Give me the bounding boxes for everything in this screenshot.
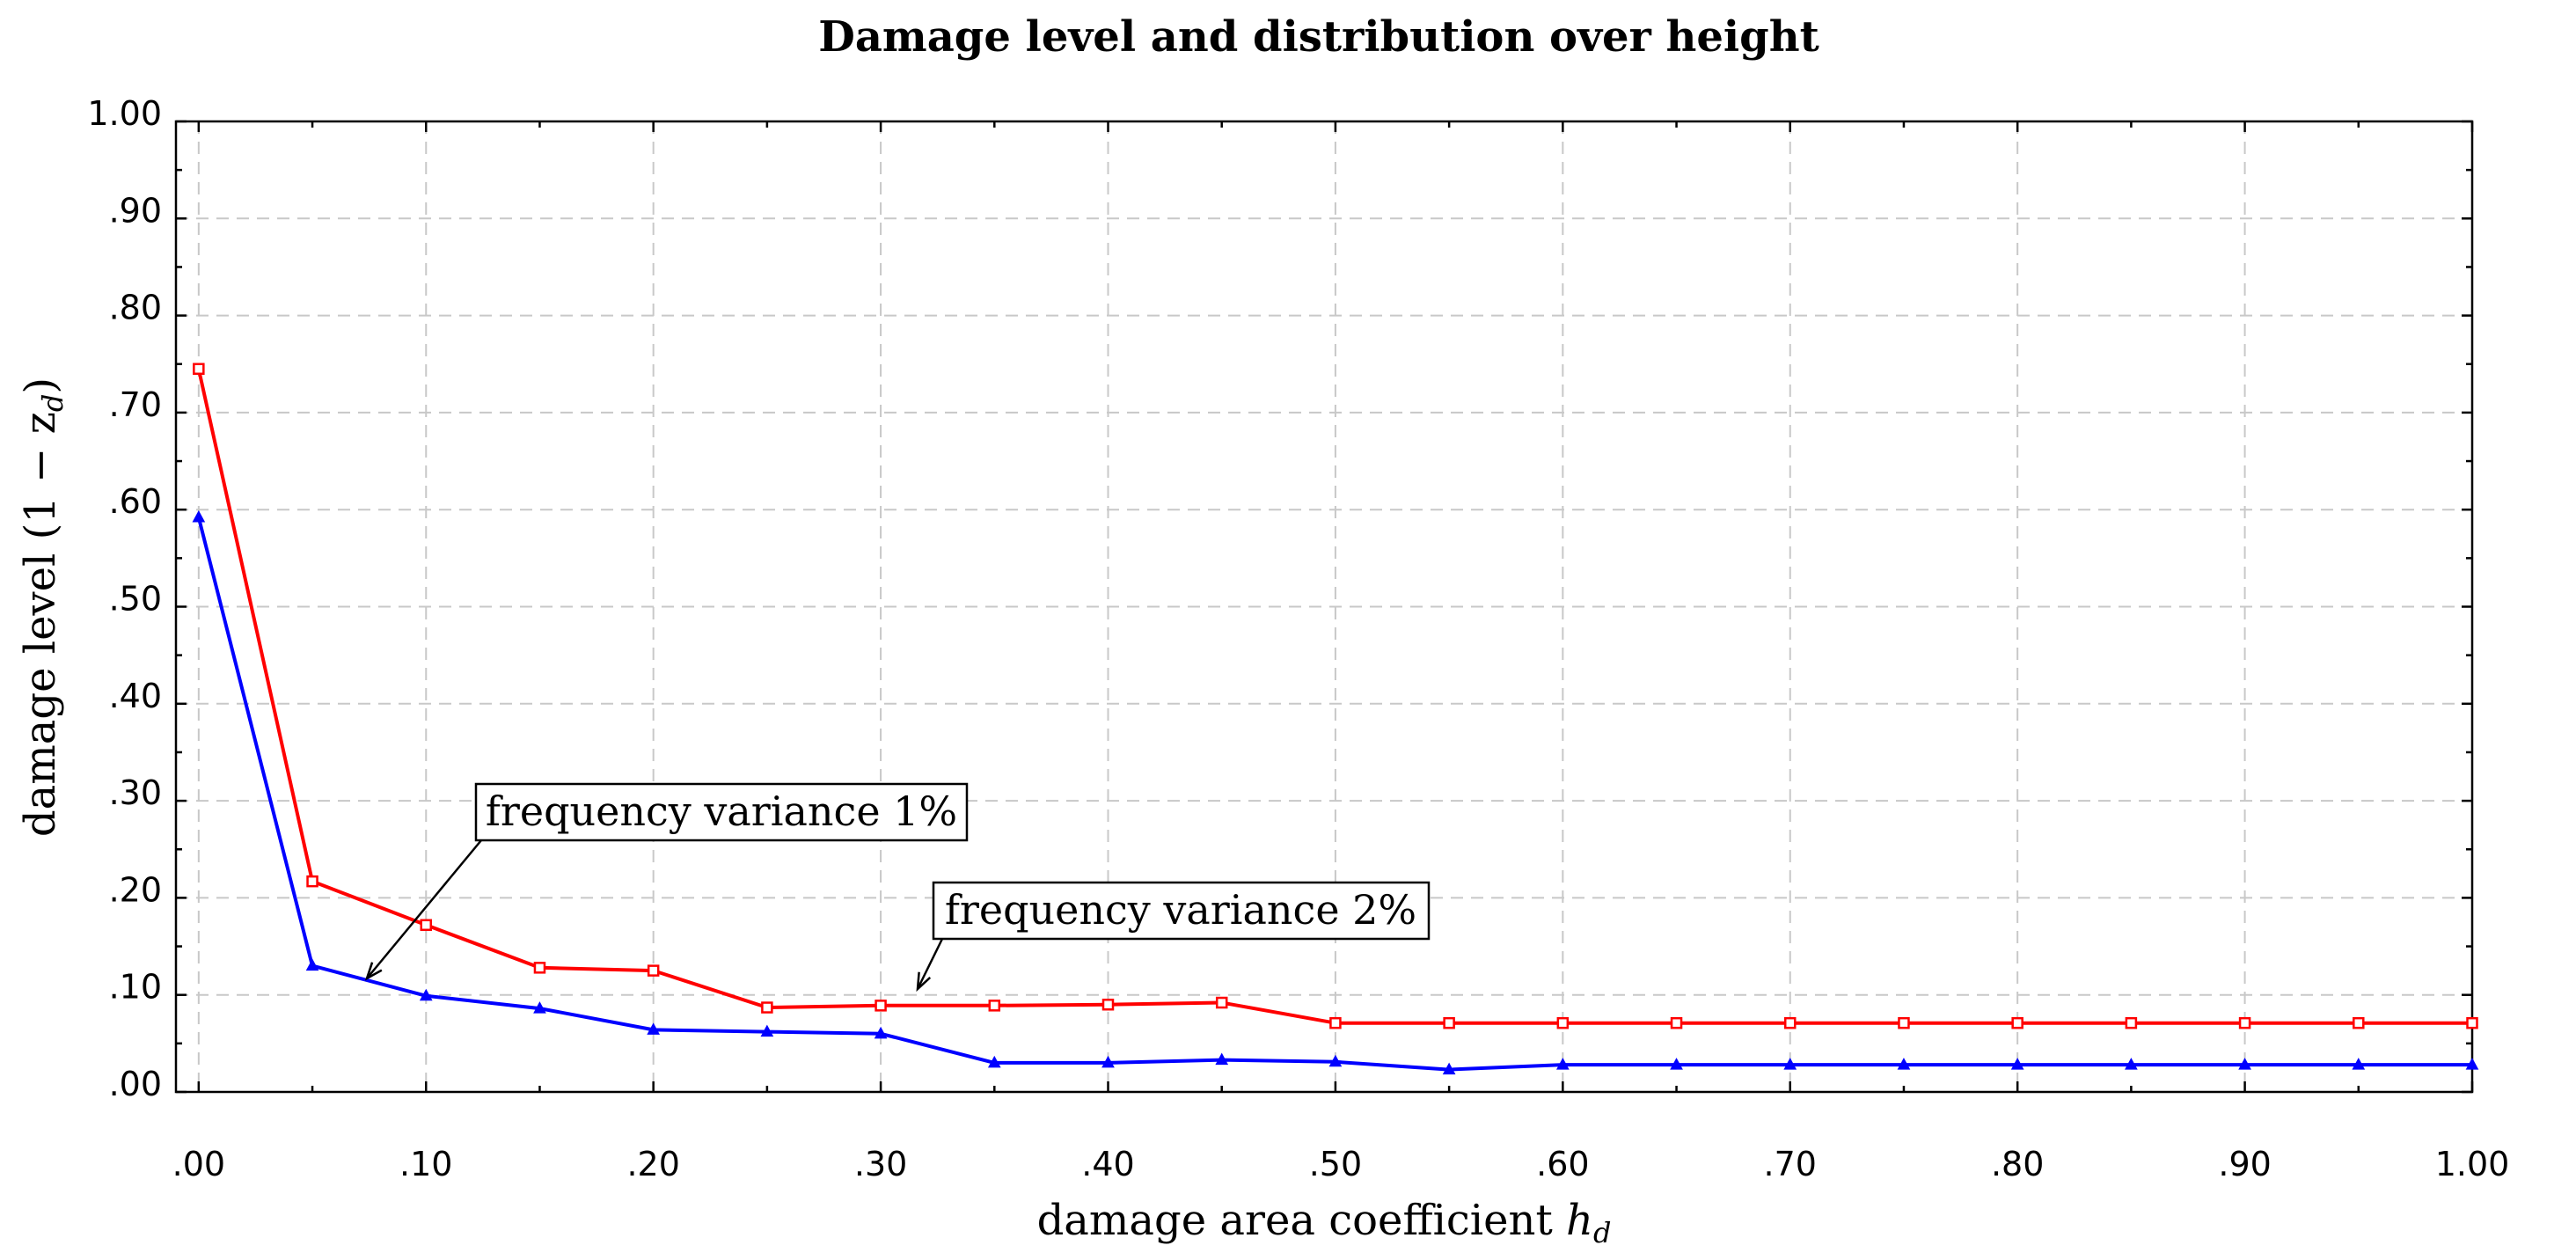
data-point-triangle <box>2125 1058 2138 1070</box>
data-point-triangle <box>647 1022 661 1035</box>
annotations: frequency variance 1% frequency variance … <box>364 782 1431 993</box>
x-tick-label: .40 <box>1081 1145 1134 1183</box>
annotation-variance-2pct-box <box>932 881 1431 941</box>
data-point-triangle <box>419 988 433 1001</box>
data-point-square <box>2238 1016 2251 1029</box>
y-tick-label: .50 <box>109 580 162 619</box>
x-tick-label: .80 <box>1991 1145 2044 1183</box>
data-point-square <box>1443 1016 1455 1029</box>
chart-title: Damage level and distribution over heigh… <box>818 12 1819 62</box>
data-point-square <box>1329 1016 1342 1029</box>
data-point-square <box>193 363 205 376</box>
data-point-triangle <box>1555 1058 1570 1070</box>
x-axis-label-subscript: d <box>1593 1216 1611 1249</box>
data-point-triangle <box>1328 1054 1343 1067</box>
y-axis-label-prefix: damage level (1 − z <box>16 412 65 837</box>
x-tick-label: .30 <box>854 1145 907 1183</box>
data-point-triangle <box>192 509 206 523</box>
data-point-square <box>533 962 546 974</box>
x-tick-label: .20 <box>626 1145 679 1183</box>
grid <box>176 121 2473 1092</box>
data-point-square <box>420 919 433 932</box>
data-point-square <box>2353 1016 2365 1029</box>
y-tick-label: .20 <box>109 870 162 909</box>
series <box>192 363 2479 1075</box>
data-point-square <box>761 1001 773 1014</box>
data-point-triangle <box>760 1024 774 1037</box>
data-point-square <box>2125 1016 2138 1029</box>
y-tick-label: .80 <box>109 289 162 327</box>
data-point-triangle <box>1783 1058 1797 1070</box>
y-axis-label-suffix: ) <box>16 377 65 394</box>
annotation-variance-1pct-arrow <box>366 839 482 979</box>
data-point-square <box>2466 1016 2478 1029</box>
data-point-triangle <box>1670 1058 1683 1070</box>
x-tick-label: .50 <box>1309 1145 1362 1183</box>
y-tick-label: 1.00 <box>87 94 162 133</box>
data-point-square <box>647 964 660 977</box>
x-axis-label-text: damage area coefficient <box>1037 1196 1553 1245</box>
axis-ticks: .00 .10 .20 .30 .40 .50 .60 .70 .80 .90 1.00 .00 .10… <box>87 94 2509 1183</box>
x-tick-label: .60 <box>1536 1145 1589 1183</box>
annotation-variance-1pct-text: frequency variance 1% <box>486 788 957 835</box>
data-point-triangle <box>2238 1058 2251 1070</box>
y-tick-label: .90 <box>109 191 162 230</box>
x-tick-label: .00 <box>172 1145 225 1183</box>
x-tick-label: .70 <box>1764 1145 1817 1183</box>
data-point-triangle <box>305 958 319 971</box>
data-point-triangle <box>533 1001 546 1014</box>
annotation-variance-2pct-arrow <box>916 938 944 990</box>
x-axis-label: damage area coefficient hd <box>1037 1196 1612 1249</box>
x-axis-label-symbol: h <box>1566 1196 1593 1245</box>
data-point-triangle <box>2352 1058 2366 1070</box>
y-tick-label: .60 <box>109 482 162 521</box>
data-point-triangle <box>2010 1058 2024 1070</box>
y-tick-label: .70 <box>109 385 162 424</box>
annotation-variance-1pct-box <box>474 782 969 842</box>
x-tick-label: .90 <box>2218 1145 2271 1183</box>
y-tick-label: .00 <box>109 1065 162 1103</box>
data-point-square <box>2011 1016 2023 1029</box>
data-point-triangle <box>1442 1062 1456 1075</box>
data-point-square <box>1556 1016 1570 1029</box>
data-point-square <box>306 875 318 888</box>
data-point-triangle <box>1101 1055 1115 1068</box>
data-point-triangle <box>874 1026 888 1039</box>
data-point-triangle <box>987 1055 1001 1068</box>
data-point-triangle <box>1215 1052 1229 1066</box>
y-tick-label: .10 <box>109 968 162 1007</box>
data-point-square <box>1898 1016 1910 1029</box>
data-point-square <box>875 1000 887 1012</box>
annotation-variance-2pct-text: frequency variance 2% <box>945 886 1416 934</box>
x-tick-label: 1.00 <box>2435 1145 2510 1183</box>
y-axis-label-subscript: d <box>36 394 70 412</box>
y-tick-label: .40 <box>109 677 162 715</box>
data-point-square <box>1784 1016 1797 1029</box>
data-point-square <box>1670 1016 1683 1029</box>
annotation-variance-1pct-arrowhead <box>364 962 383 981</box>
y-axis-label: damage level (1 − zd) <box>16 377 70 837</box>
y-tick-label: .30 <box>109 773 162 812</box>
data-point-square <box>1101 998 1115 1011</box>
x-tick-label: .10 <box>399 1145 452 1183</box>
data-point-triangle <box>2465 1058 2479 1070</box>
data-point-square <box>1215 996 1228 1009</box>
annotation-variance-2pct-arrowhead <box>916 971 932 993</box>
data-point-square <box>988 1000 1001 1012</box>
data-point-triangle <box>1897 1058 1911 1070</box>
